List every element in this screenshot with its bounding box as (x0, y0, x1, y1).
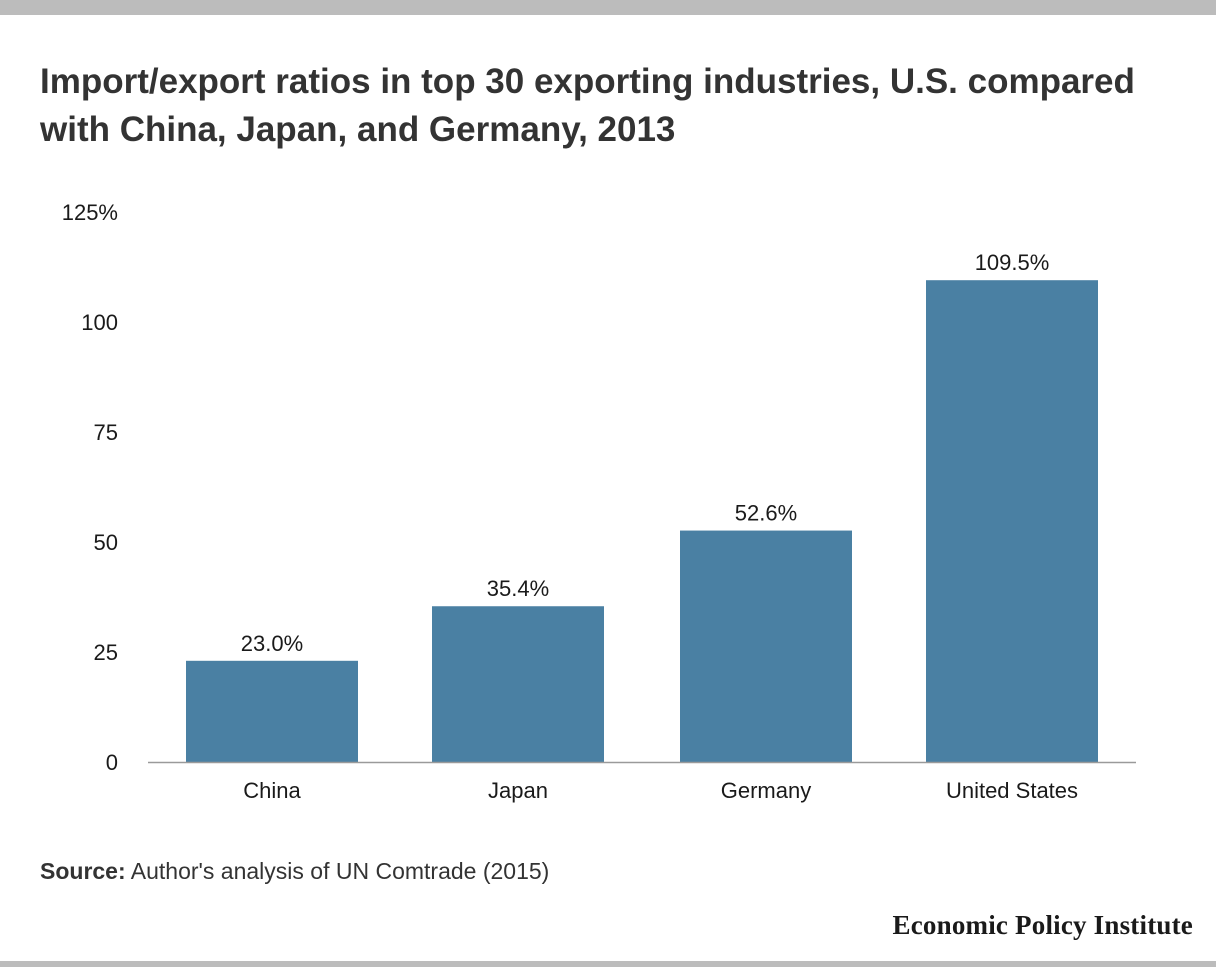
source-label: Source: (40, 858, 126, 884)
y-tick-label: 0 (106, 750, 118, 775)
x-category-label: Germany (721, 778, 811, 803)
bar-data-labels: 23.0% 35.4% 52.6% 109.5% (241, 250, 1050, 656)
y-tick-label: 125% (62, 200, 118, 225)
bottom-frame-bar (0, 961, 1216, 967)
y-tick-label: 75 (94, 420, 118, 445)
bar-japan (432, 606, 604, 762)
x-category-label: United States (946, 778, 1078, 803)
bar-china (186, 660, 358, 762)
source-note: Source: Author's analysis of UN Comtrade… (40, 858, 549, 885)
y-tick-label: 100 (81, 310, 118, 335)
bar-data-label: 52.6% (735, 501, 797, 526)
y-tick-label: 50 (94, 530, 118, 555)
source-text: Author's analysis of UN Comtrade (2015) (130, 858, 550, 884)
chart-title: Import/export ratios in top 30 exporting… (40, 62, 1135, 149)
top-frame-bar (0, 0, 1216, 15)
bar-data-label: 23.0% (241, 631, 303, 656)
brand-logo-text: Economic Policy Institute (892, 910, 1193, 940)
bar-germany (680, 530, 852, 762)
bar-united-states (926, 280, 1098, 762)
bar-data-label: 35.4% (487, 576, 549, 601)
y-tick-label: 25 (94, 640, 118, 665)
bar-data-label: 109.5% (975, 250, 1050, 275)
y-axis-tick-labels: 0 25 50 75 100 125% (62, 200, 118, 775)
x-category-label: Japan (488, 778, 548, 803)
bar-series (186, 280, 1098, 762)
x-category-label: China (243, 778, 301, 803)
x-axis-category-labels: China Japan Germany United States (243, 778, 1078, 803)
